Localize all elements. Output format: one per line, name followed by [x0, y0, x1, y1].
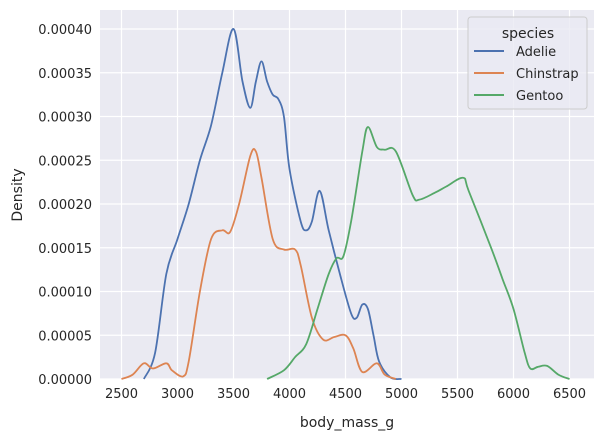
- y-tick-label: 0.00010: [38, 286, 92, 301]
- x-tick-label: 6500: [553, 387, 586, 402]
- x-tick-label: 6000: [497, 387, 530, 402]
- x-tick-label: 3500: [217, 387, 250, 402]
- curve-adelie: [143, 28, 402, 381]
- y-tick-label: 0.00000: [38, 373, 92, 388]
- x-tick-label: 2500: [105, 387, 138, 402]
- y-tick-label: 0.00025: [38, 154, 92, 169]
- curve-chinstrap: [121, 148, 397, 380]
- x-tick-label: 4000: [273, 387, 306, 402]
- x-tick-label: 3000: [161, 387, 194, 402]
- legend-title: species: [502, 26, 554, 42]
- density-curves: [121, 28, 570, 381]
- curve-gentoo: [266, 126, 570, 380]
- y-tick-label: 0.00015: [38, 242, 92, 257]
- y-tick-label: 0.00020: [38, 198, 92, 213]
- y-tick-label: 0.00040: [38, 23, 92, 38]
- legend-label-adelie: Adelie: [516, 45, 556, 60]
- x-tick-label: 4500: [329, 387, 362, 402]
- y-axis-ticks: 0.00000 0.00005 0.00010 0.00015 0.00020 0.000…: [38, 23, 92, 388]
- y-tick-label: 0.00030: [38, 111, 92, 126]
- legend-label-gentoo: Gentoo: [516, 89, 563, 104]
- x-axis-ticks: 2500 3000 3500 4000 4500 5000 5500 6000 6500: [105, 387, 586, 402]
- y-tick-label: 0.00035: [38, 67, 92, 82]
- y-tick-label: 0.00005: [38, 329, 92, 344]
- legend-box: [467, 16, 588, 110]
- x-axis-label: body_mass_g: [300, 415, 394, 431]
- y-axis-label: Density: [10, 168, 26, 221]
- legend-label-chinstrap: Chinstrap: [516, 67, 579, 82]
- legend: species Adelie Chinstrap Gentoo: [467, 16, 588, 110]
- x-tick-label: 5500: [441, 387, 474, 402]
- x-tick-label: 5000: [385, 387, 418, 402]
